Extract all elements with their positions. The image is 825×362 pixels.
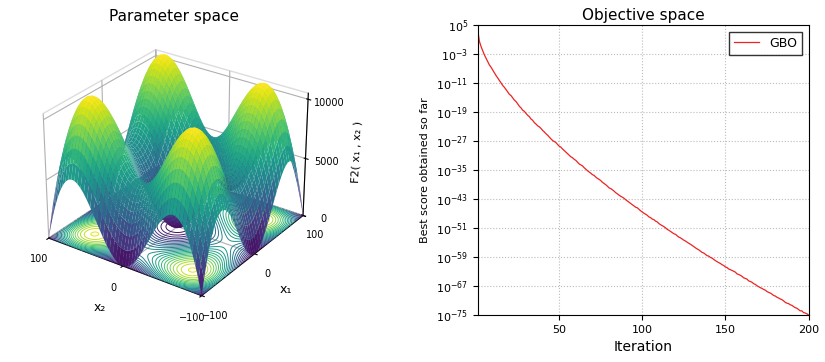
X-axis label: Iteration: Iteration [614, 340, 672, 354]
Y-axis label: x₁: x₁ [280, 283, 292, 296]
Y-axis label: Best score obtained so far: Best score obtained so far [421, 97, 431, 243]
Title: Objective space: Objective space [582, 8, 705, 23]
Legend: GBO: GBO [729, 31, 802, 55]
X-axis label: x₂: x₂ [94, 301, 106, 314]
Title: Parameter space: Parameter space [109, 9, 238, 24]
